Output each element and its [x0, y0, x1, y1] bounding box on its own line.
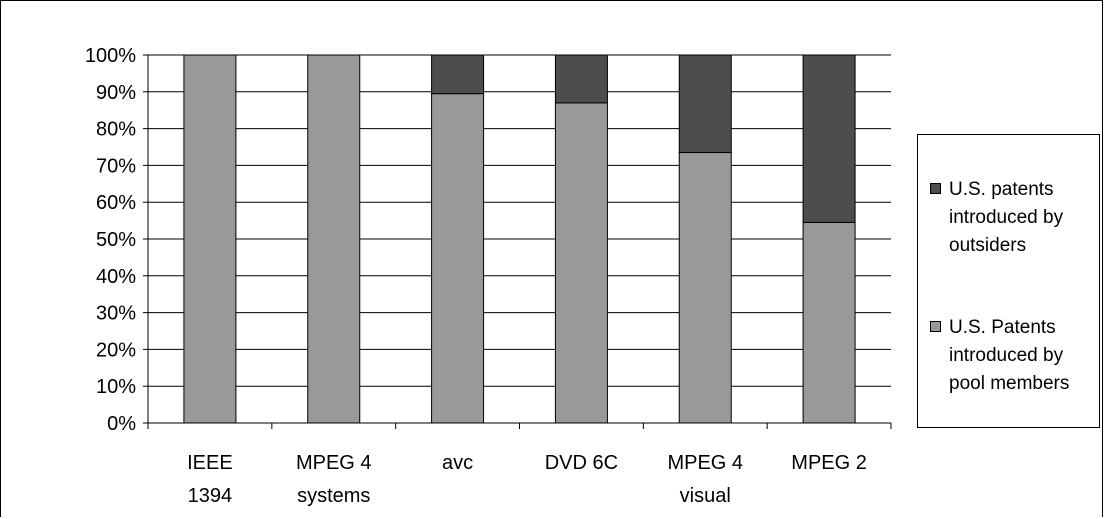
x-category-label: visual	[680, 485, 731, 507]
y-tick-label: 50%	[96, 229, 136, 251]
x-category-label: systems	[297, 485, 370, 507]
y-tick-label: 80%	[96, 119, 136, 141]
y-tick-label: 30%	[96, 303, 136, 325]
x-category-label: MPEG 4	[667, 452, 743, 474]
y-tick-label: 10%	[96, 376, 136, 398]
legend-swatch-outsiders	[930, 183, 941, 194]
legend-label-pool-members: U.S. Patents introduced by pool members	[949, 317, 1070, 394]
y-tick-label: 70%	[96, 155, 136, 177]
y-tick-label: 20%	[96, 339, 136, 361]
bar-segment-pool-members	[678, 152, 732, 424]
bar-segment-outsiders	[678, 54, 732, 154]
bar-segment-outsiders	[431, 54, 485, 95]
bar-segment-pool-members	[183, 54, 237, 424]
x-category-label: DVD 6C	[545, 452, 618, 474]
y-tick-label: 100%	[85, 45, 136, 67]
x-category-label: MPEG 2	[791, 452, 867, 474]
y-tick-label: 90%	[96, 82, 136, 104]
y-tick-label: 0%	[107, 413, 136, 435]
bar-segment-outsiders	[802, 54, 856, 223]
chart-legend: U.S. patents introduced by outsiders U.S…	[917, 134, 1100, 428]
bar-segment-pool-members	[554, 102, 608, 424]
y-tick-label: 60%	[96, 192, 136, 214]
bar-segment-pool-members	[431, 93, 485, 424]
bar-segment-pool-members	[802, 221, 856, 424]
bar-segment-outsiders	[554, 54, 608, 104]
bar-segment-pool-members	[307, 54, 361, 424]
x-category-label: MPEG 4	[296, 452, 372, 474]
x-category-label: 1394	[188, 485, 233, 507]
x-category-label: IEEE	[187, 452, 233, 474]
x-category-label: avc	[442, 452, 473, 474]
y-tick-label: 40%	[96, 266, 136, 288]
legend-label-outsiders: U.S. patents introduced by outsiders	[949, 179, 1064, 256]
legend-swatch-pool-members	[930, 321, 941, 332]
